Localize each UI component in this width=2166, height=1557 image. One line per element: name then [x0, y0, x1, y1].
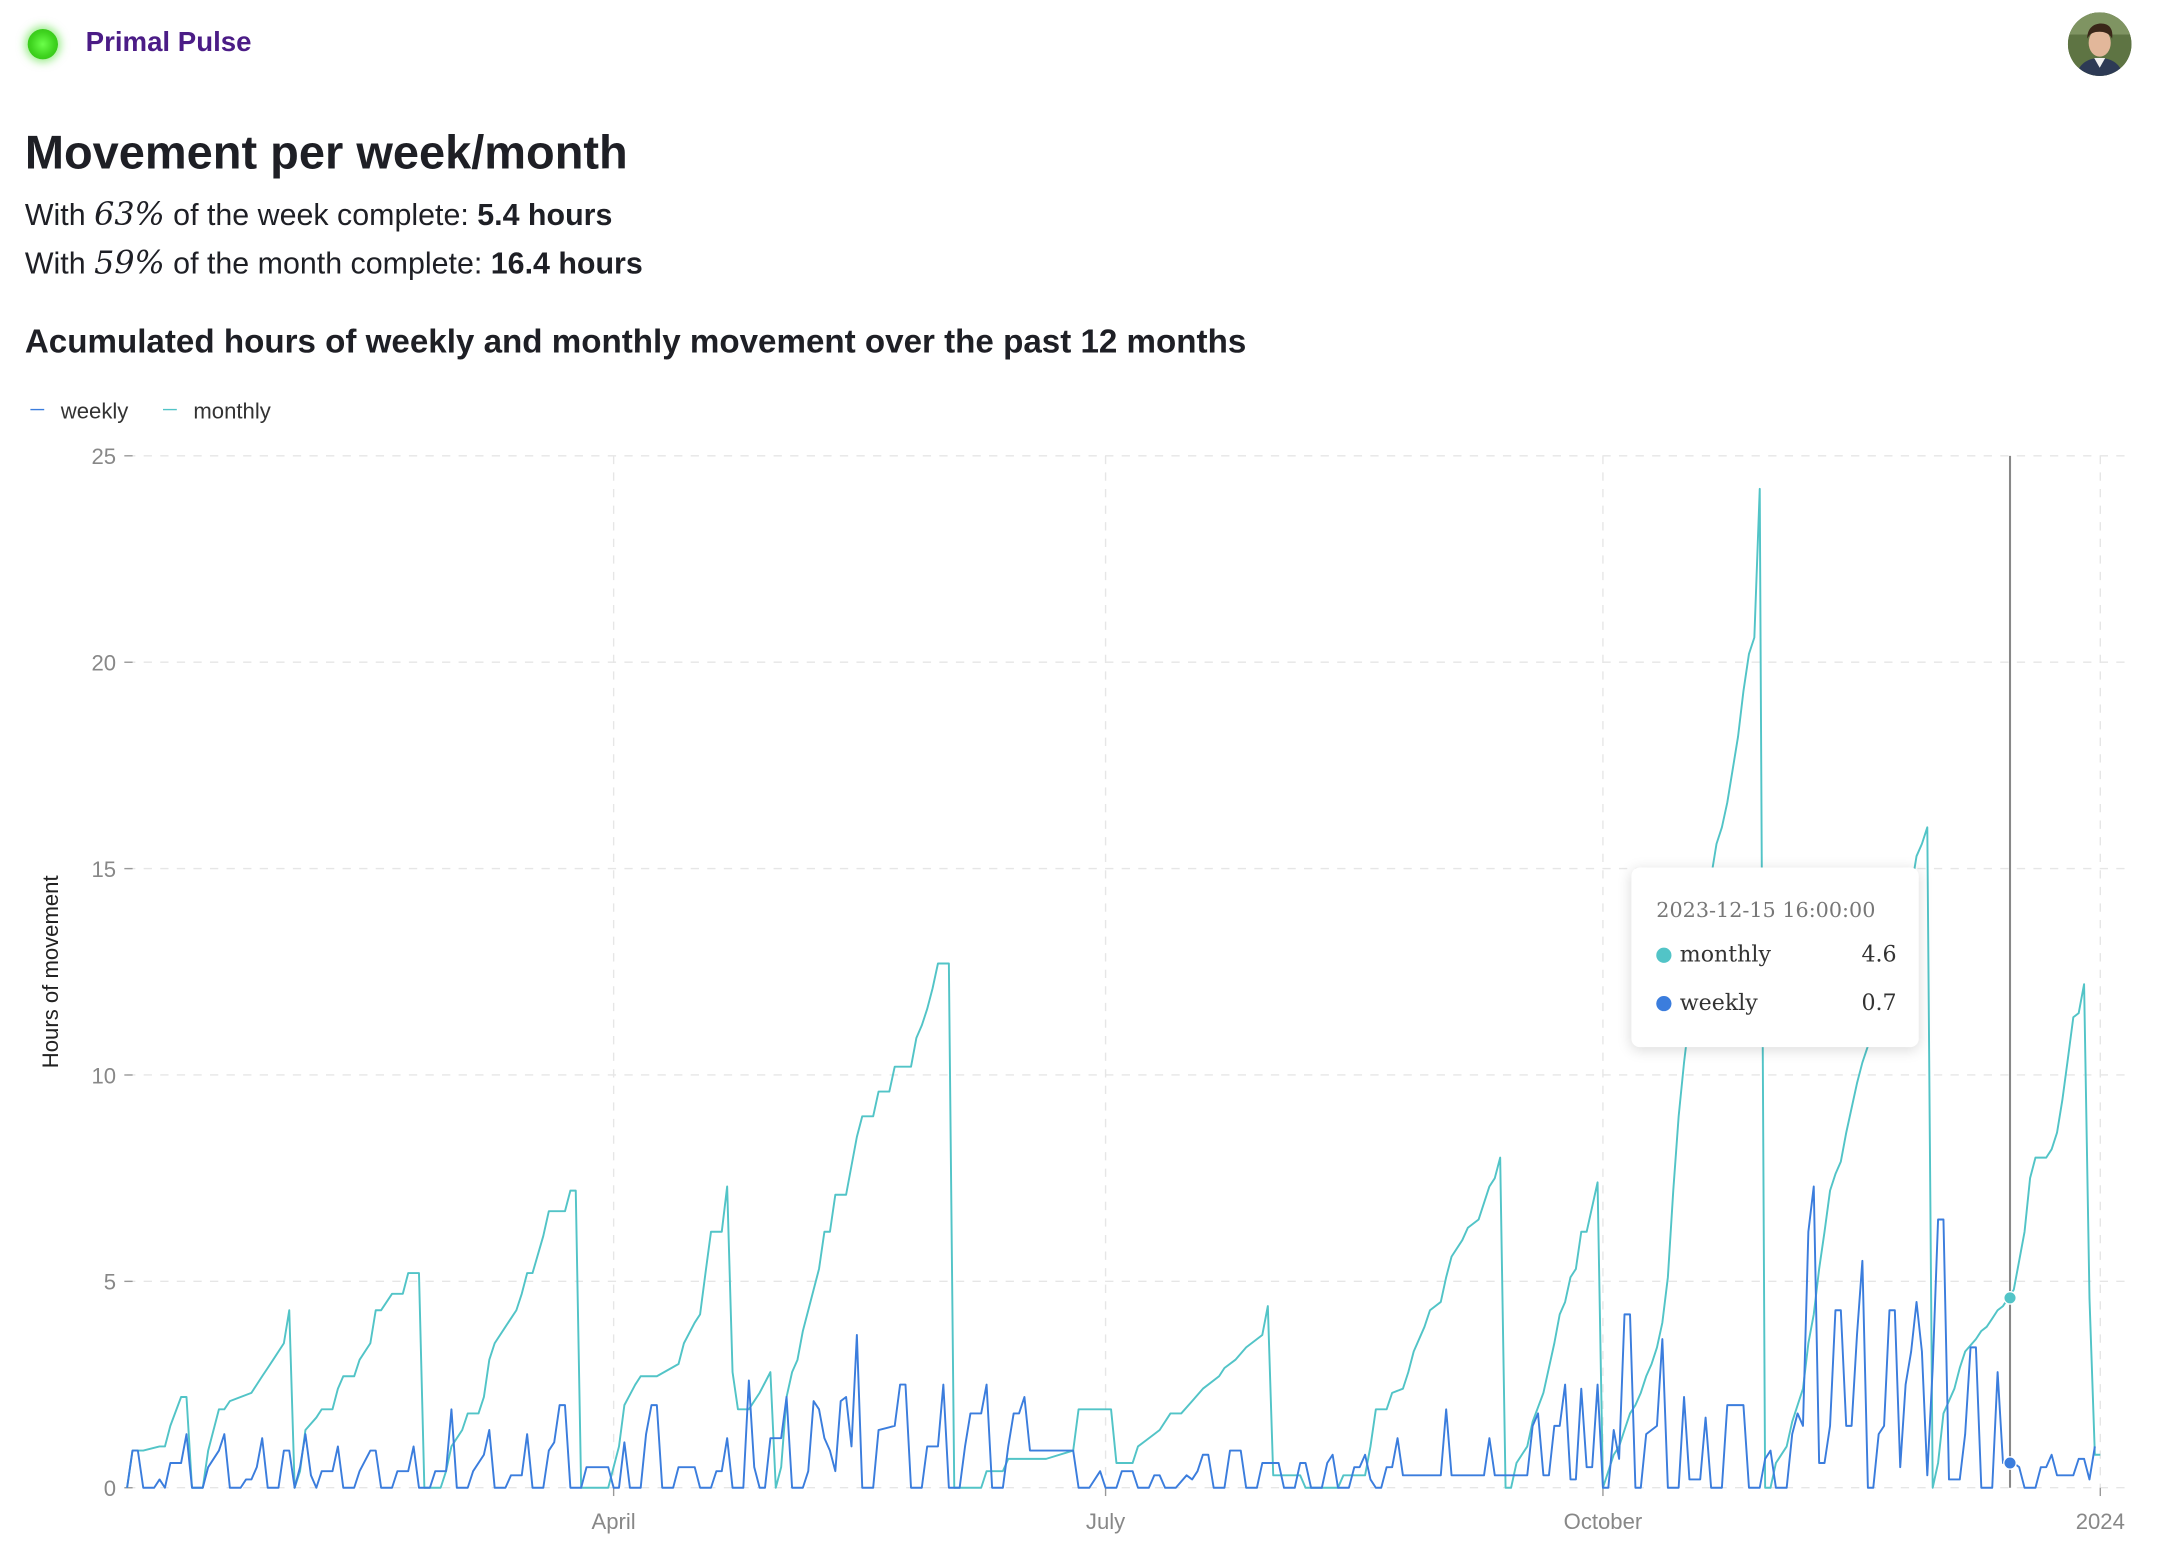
- chart-hover: [2003, 455, 2017, 1488]
- y-tick-label: 15: [91, 857, 116, 882]
- week-stat-middle: of the week complete:: [164, 197, 478, 233]
- top-bar: Primal Pulse: [0, 0, 2166, 88]
- tooltip-dot-monthly: [1656, 947, 1672, 963]
- legend-label-monthly: monthly: [193, 400, 271, 425]
- month-hours-value: 16.4 hours: [490, 245, 643, 281]
- legend-item-monthly[interactable]: monthly: [163, 401, 271, 426]
- tooltip-time: 2023-12-15 16:00:00: [1656, 897, 1876, 923]
- tooltip-dot-weekly: [1656, 995, 1672, 1012]
- x-tick-label: October: [1564, 1509, 1643, 1534]
- chart-series: [126, 487, 2101, 1489]
- tooltip-value-monthly: 4.6: [1861, 940, 1897, 967]
- line-chart[interactable]: 0 5 10 15 20 25 April July October 2024 Hours of m…: [0, 428, 2166, 1557]
- y-tick-label: 10: [91, 1063, 116, 1088]
- week-stat-prefix: With: [24, 197, 95, 233]
- month-progress-stat: With 59% of the month complete: 16.4 hou…: [25, 246, 643, 282]
- chart-axes: 0 5 10 15 20 25 April July October 2024 Hours of m…: [38, 444, 2125, 1534]
- tooltip-value-weekly: 0.7: [1861, 989, 1897, 1016]
- y-tick-label: 0: [104, 1476, 116, 1501]
- week-percent: 63%: [94, 197, 165, 234]
- series-line-weekly[interactable]: [126, 1185, 2096, 1489]
- x-tick-label: July: [1086, 1509, 1125, 1534]
- y-tick-label: 5: [104, 1270, 116, 1295]
- week-hours-value: 5.4 hours: [477, 197, 613, 233]
- brand-name[interactable]: Primal Pulse: [85, 27, 252, 59]
- y-tick-label: 20: [91, 651, 116, 676]
- tooltip-label-weekly: weekly: [1679, 989, 1758, 1016]
- y-axis-label: Hours of movement: [38, 875, 63, 1068]
- x-tick-label: 2024: [2076, 1509, 2125, 1534]
- user-avatar[interactable]: [2067, 12, 2132, 76]
- tooltip-label-monthly: monthly: [1679, 940, 1771, 967]
- tooltip-row-weekly: weekly 0.7: [1656, 989, 1897, 1017]
- legend-label-weekly: weekly: [60, 400, 129, 425]
- page-title: Movement per week/month: [24, 127, 628, 180]
- logo-icon[interactable]: [27, 29, 59, 60]
- avatar-photo-icon: [2067, 12, 2132, 76]
- tooltip-row-monthly: monthly 4.6: [1656, 940, 1897, 969]
- y-tick-label: 25: [91, 444, 116, 469]
- chart-title: Acumulated hours of weekly and monthly m…: [24, 323, 1247, 361]
- legend-swatch-weekly: [30, 409, 45, 411]
- x-tick-label: April: [592, 1509, 636, 1534]
- hover-point-monthly: [2003, 1290, 2017, 1305]
- hover-point-weekly: [2003, 1456, 2017, 1470]
- month-percent: 59%: [94, 245, 165, 282]
- legend-swatch-monthly: [163, 409, 177, 411]
- series-line-monthly[interactable]: [126, 487, 2101, 1489]
- legend-item-weekly[interactable]: weekly: [30, 401, 128, 426]
- chart-tooltip: 2023-12-15 16:00:00 monthly 4.6 weekly 0…: [1631, 867, 1919, 1048]
- chart-grid: [127, 455, 2128, 1489]
- month-stat-middle: of the month complete:: [164, 245, 491, 281]
- month-stat-prefix: With: [24, 245, 95, 281]
- week-progress-stat: With 63% of the week complete: 5.4 hours: [25, 198, 612, 234]
